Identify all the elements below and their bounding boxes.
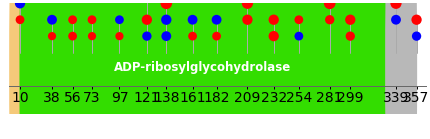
Point xyxy=(326,19,333,21)
Point xyxy=(326,2,333,4)
FancyBboxPatch shape xyxy=(19,0,386,135)
Point xyxy=(49,35,55,37)
Point xyxy=(17,19,24,21)
Point xyxy=(189,19,196,21)
Point xyxy=(49,19,55,21)
Point xyxy=(17,2,24,4)
Point xyxy=(163,2,170,4)
Point xyxy=(347,19,354,21)
Point xyxy=(295,19,302,21)
Point xyxy=(144,35,150,37)
Point xyxy=(244,19,251,21)
Point xyxy=(69,35,76,37)
FancyBboxPatch shape xyxy=(385,0,417,135)
Point xyxy=(89,19,95,21)
Point xyxy=(393,2,399,4)
Point xyxy=(69,19,76,21)
Point xyxy=(270,19,277,21)
Point xyxy=(393,19,399,21)
Point xyxy=(189,35,196,37)
Point xyxy=(413,19,420,21)
Point xyxy=(89,35,95,37)
Point xyxy=(213,19,220,21)
Point xyxy=(116,35,123,37)
Point xyxy=(116,19,123,21)
Point xyxy=(413,35,420,37)
Point xyxy=(144,19,150,21)
Point xyxy=(244,2,251,4)
Point xyxy=(295,35,302,37)
Point xyxy=(270,35,277,37)
Point xyxy=(347,35,354,37)
FancyBboxPatch shape xyxy=(9,0,21,135)
Point xyxy=(163,19,170,21)
Point xyxy=(163,35,170,37)
Point xyxy=(213,35,220,37)
Text: ADP-ribosylglycohydrolase: ADP-ribosylglycohydrolase xyxy=(114,61,292,74)
